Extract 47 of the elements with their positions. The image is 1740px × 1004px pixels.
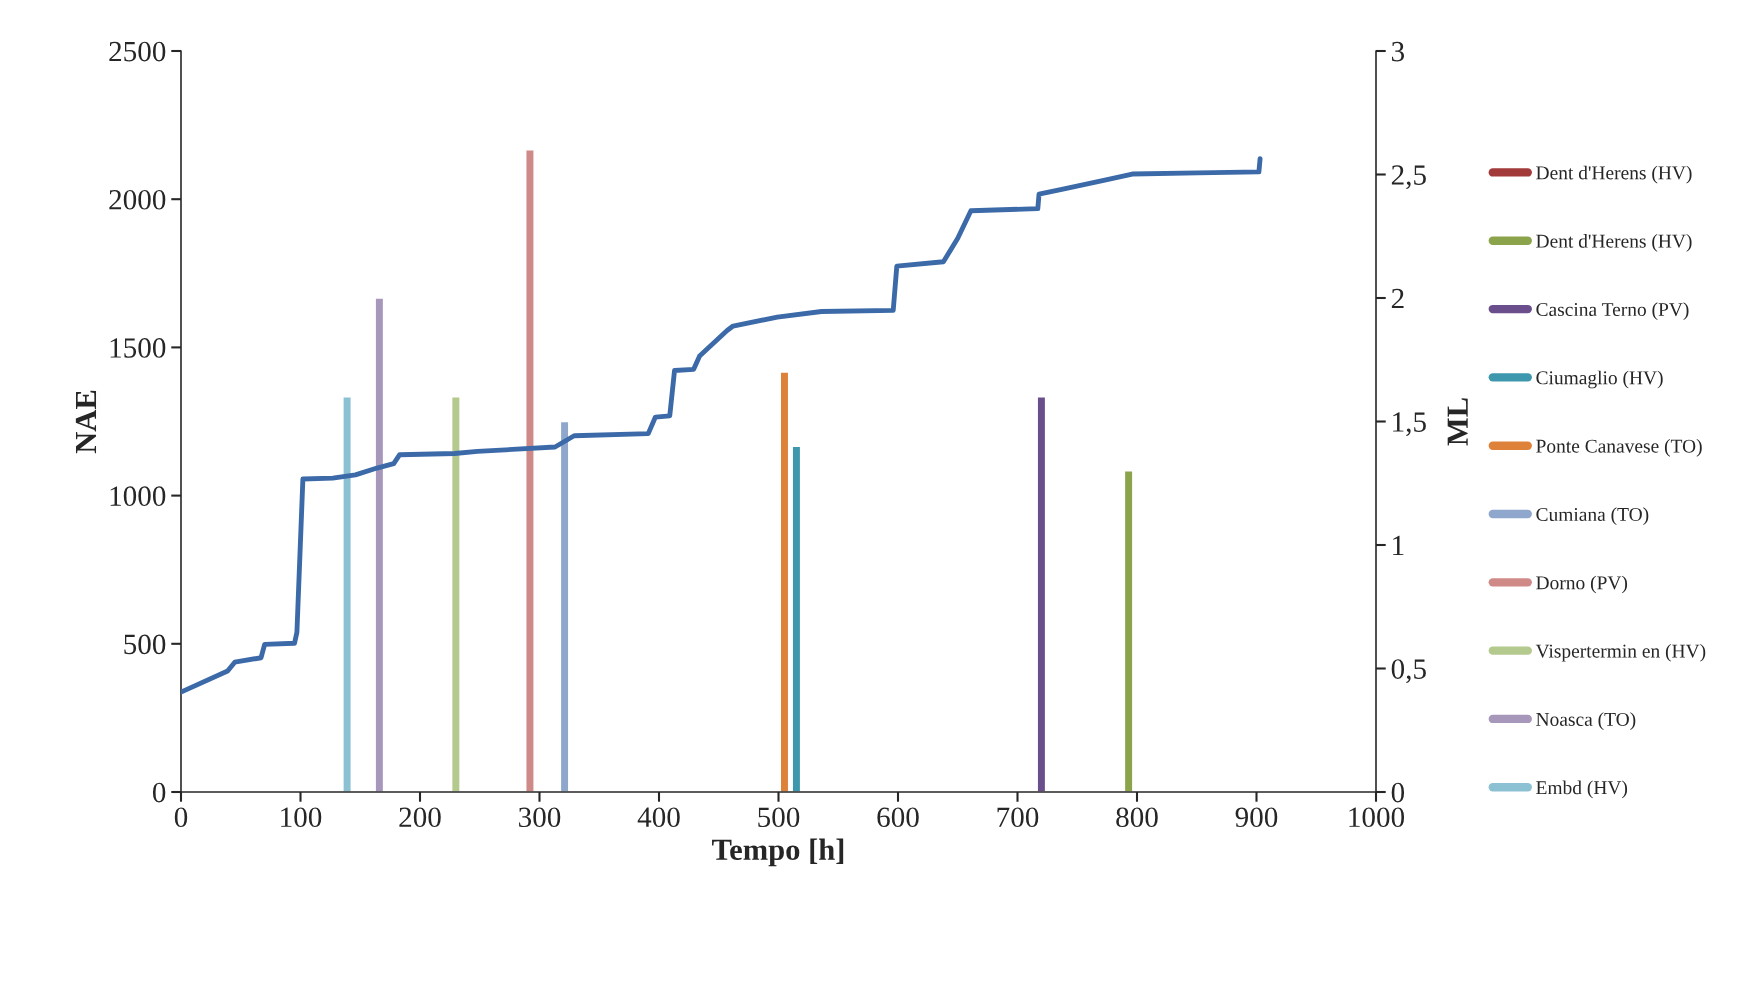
- x-axis-title: Tempo [h]: [712, 838, 844, 867]
- y2-tick-label: 2: [1391, 288, 1404, 309]
- bar: [1123, 470, 1134, 792]
- y2-tick-label: 0,5: [1391, 659, 1426, 684]
- legend-label: Cascina Terno (PV): [1536, 302, 1689, 320]
- x-tick-label: 100: [281, 807, 322, 828]
- legend-label: Cumiana (TO): [1536, 507, 1649, 525]
- y-axis-title: NAE: [75, 390, 97, 454]
- bar: [559, 420, 570, 792]
- y2-tick-label: 1: [1393, 535, 1404, 556]
- x-tick-label: 700: [997, 807, 1039, 828]
- y2-tick-label: 0: [1391, 782, 1405, 803]
- y2-tick-label: 3: [1391, 41, 1405, 62]
- y2-axis-title: ML: [1447, 398, 1468, 446]
- legend-label: Dorno (PV): [1536, 575, 1628, 594]
- x-tick-label: 900: [1235, 807, 1278, 828]
- x-tick-label: 800: [1116, 807, 1158, 828]
- x-tick-label: 600: [877, 807, 919, 828]
- bar: [374, 297, 385, 792]
- x-tick-label: 400: [637, 807, 680, 828]
- bar: [791, 445, 802, 792]
- y-tick-label: 2000: [109, 189, 166, 210]
- bar: [1036, 396, 1047, 792]
- x-tick-label: 1000: [1349, 807, 1405, 828]
- x-tick-label: 300: [519, 807, 561, 828]
- x-tick-label: 0: [174, 807, 188, 828]
- y-tick-label: 1500: [110, 338, 166, 358]
- legend-label: Ciumaglio (HV): [1536, 370, 1663, 389]
- line-series: [181, 156, 1263, 695]
- y-tick-label: 500: [124, 634, 166, 655]
- legend-label: Noasca (TO): [1536, 712, 1636, 730]
- x-tick-label: 200: [399, 807, 441, 828]
- x-tick-label: 500: [758, 807, 800, 828]
- legend-label: Dent d'Herens (HV): [1536, 234, 1692, 252]
- legend-label: Dent d'Herens (HV): [1536, 165, 1692, 184]
- legend-label: Ponte Canavese (TO): [1536, 439, 1702, 457]
- legend-label: Vispertermin en (HV): [1535, 643, 1706, 662]
- y-tick-label: 2500: [109, 41, 166, 62]
- legend-label: Embd (HV): [1536, 780, 1628, 799]
- y2-tick-label: 1,5: [1393, 412, 1426, 437]
- bar: [779, 371, 790, 792]
- bar: [450, 396, 461, 792]
- y2-tick-label: 2,5: [1391, 165, 1426, 190]
- bar: [342, 396, 352, 792]
- y-tick-label: 1000: [110, 486, 166, 507]
- y-tick-label: 0: [152, 782, 166, 803]
- bar: [525, 149, 535, 792]
